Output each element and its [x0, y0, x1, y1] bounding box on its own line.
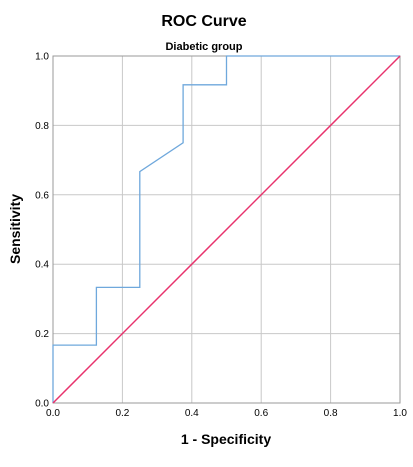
x-tick-label: 1.0 [393, 408, 407, 419]
x-axis-label: 1 - Specificity [181, 431, 271, 447]
y-tick-label: 1.0 [35, 52, 49, 63]
y-tick-label: 0.4 [35, 260, 49, 271]
series-group [52, 55, 401, 404]
x-tick-label: 0.2 [115, 408, 129, 419]
y-tick-label: 0.8 [35, 121, 49, 132]
roc-curve-line [52, 55, 400, 403]
chart-subtitle: Diabetic group [165, 41, 242, 53]
grid [53, 56, 400, 403]
y-axis-label: Sensitivity [7, 194, 23, 264]
chart-title: ROC Curve [161, 13, 246, 30]
x-tick-label: 0.4 [185, 408, 199, 419]
reference-diagonal-line [52, 55, 401, 404]
x-tick-label: 0.0 [46, 408, 60, 419]
y-tick-label: 0.2 [35, 329, 49, 340]
x-tick-label: 0.6 [254, 408, 268, 419]
y-tick-label: 0.6 [35, 190, 49, 201]
y-tick-label: 0.0 [35, 399, 49, 410]
x-tick-label: 0.8 [324, 408, 338, 419]
tick-labels: 0.0 0.2 0.4 0.6 0.8 1.0 0.0 0.2 0.4 0.6 0.8 1.0 [35, 52, 407, 420]
